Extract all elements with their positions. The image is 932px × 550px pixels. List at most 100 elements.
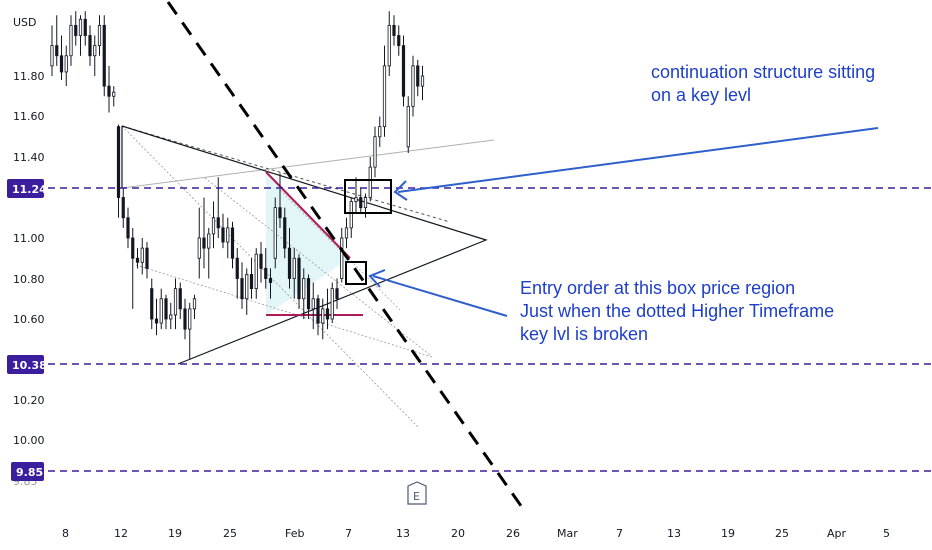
candle-body (306, 278, 311, 310)
earnings-icon[interactable] (407, 481, 427, 505)
candle-body (197, 237, 201, 259)
candle-body (397, 35, 401, 47)
price-badge-text: 11.24 (12, 183, 47, 196)
candle-body (226, 227, 230, 243)
x-tick-label: 13 (667, 527, 681, 540)
price-badge (11, 462, 44, 481)
arrow-line (397, 127, 879, 193)
major-downtrend-line (166, 1, 528, 514)
x-tick-label: 25 (775, 527, 789, 540)
candle-body (325, 308, 330, 320)
candle-body (387, 24, 391, 67)
x-tick-label: 7 (345, 527, 352, 540)
candle-body (420, 75, 425, 87)
price-badge-text: 9.85 (16, 466, 43, 479)
y-tick-label: 11.80 (13, 70, 45, 83)
candle-body (135, 257, 140, 263)
entry-note-line: Entry order at this box price region (520, 278, 795, 298)
candle-body (78, 18, 83, 36)
candle-body (330, 288, 334, 320)
continuation-note-line: continuation structure sitting (651, 62, 875, 82)
candle-body (211, 217, 216, 235)
y-tick-label: 11.00 (13, 232, 45, 245)
x-tick-label: 26 (506, 527, 520, 540)
candle-body (159, 298, 163, 324)
candle-body (116, 126, 121, 198)
dotted-higher-timeframe-line (121, 125, 451, 223)
entry-note-line: key lvl is broken (520, 324, 648, 344)
y-tick-label: 10.60 (13, 313, 45, 326)
x-tick-label: 12 (114, 527, 128, 540)
x-tick-label: 8 (62, 527, 69, 540)
candle-body (102, 24, 106, 87)
x-tick-label: Mar (557, 527, 578, 540)
candle-body (83, 18, 87, 36)
candle-body (183, 308, 187, 330)
candle-body (302, 278, 306, 300)
candle-body (93, 45, 97, 57)
candle-body (354, 197, 358, 202)
candle-body (178, 288, 182, 310)
candle-body (97, 24, 102, 47)
continuation-box (344, 179, 392, 214)
currency-label: USD (13, 16, 37, 29)
candle-body (235, 257, 239, 279)
candle-body (273, 207, 277, 259)
trend-line (121, 139, 495, 189)
candle-body (264, 267, 268, 279)
candle-body (59, 55, 64, 73)
y-tick-label: 10.00 (13, 434, 45, 447)
candle-body (192, 298, 197, 310)
candle-body (254, 253, 258, 290)
candle-body (216, 217, 220, 229)
candle-body (164, 298, 168, 320)
candle-body (340, 237, 344, 279)
price-badge (7, 355, 44, 374)
candle-body (112, 91, 116, 97)
candle-body (373, 136, 377, 168)
arrow-line (372, 275, 508, 317)
candle-body (283, 217, 287, 249)
candle-body (88, 35, 92, 57)
y-tick-label: 10.80 (13, 273, 45, 286)
x-tick-label: Apr (827, 527, 847, 540)
earnings-marker[interactable]: E (407, 481, 427, 505)
candle-body (401, 45, 406, 97)
candle-body (349, 201, 353, 229)
y-tick-label: 11.60 (13, 110, 45, 123)
candle-body (50, 45, 54, 67)
arrow-head (393, 180, 408, 201)
candle-body (297, 257, 301, 300)
x-tick-label: 19 (168, 527, 182, 540)
entry-box (345, 261, 367, 285)
candle-body (249, 274, 254, 290)
symmetric-triangle (121, 125, 488, 365)
price-levels (48, 187, 932, 472)
candle-body (321, 308, 325, 324)
candle-body (131, 237, 135, 259)
price-badges: 11.24 10.38 9.85 (7, 179, 47, 481)
candle-body (344, 227, 349, 239)
candle-body (278, 207, 282, 219)
candle-body (382, 65, 387, 128)
candle-body (207, 233, 211, 249)
candle-body (55, 45, 59, 57)
candle-body (378, 126, 382, 138)
candle-body (230, 227, 235, 259)
candle-body (259, 253, 263, 269)
candle-body (311, 298, 315, 310)
candle-body (74, 24, 78, 36)
candle-body (140, 247, 144, 263)
candle-body (145, 247, 149, 269)
y-tick-label: 11.40 (13, 151, 45, 164)
candle-body (416, 65, 420, 87)
candle-body (69, 24, 73, 57)
x-tick-label: 19 (721, 527, 735, 540)
candle-body (406, 105, 410, 148)
candle-body (64, 55, 68, 73)
candle-body (107, 85, 111, 97)
shaded-triangle (266, 172, 350, 315)
candle-body (150, 288, 154, 320)
